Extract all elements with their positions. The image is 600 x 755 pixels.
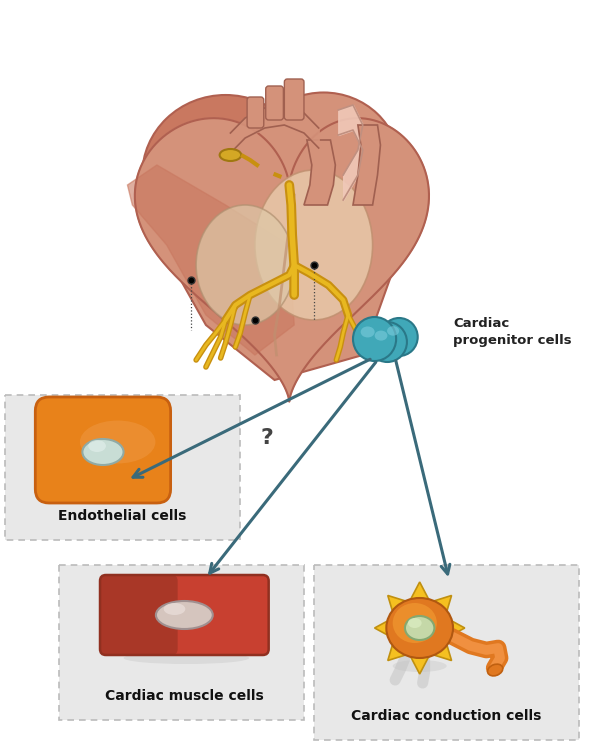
Ellipse shape (156, 601, 213, 629)
Ellipse shape (387, 326, 399, 336)
Ellipse shape (124, 652, 249, 664)
Ellipse shape (248, 93, 400, 238)
Bar (59, 565, 304, 720)
Ellipse shape (88, 440, 106, 452)
Text: Cardiac
progenitor cells: Cardiac progenitor cells (453, 317, 572, 347)
Ellipse shape (361, 326, 374, 337)
Ellipse shape (80, 421, 155, 464)
Bar (5, 395, 240, 540)
Ellipse shape (196, 205, 294, 325)
Bar (5, 395, 240, 540)
Polygon shape (167, 245, 402, 380)
FancyBboxPatch shape (35, 397, 170, 503)
Ellipse shape (220, 149, 241, 161)
Bar (314, 565, 578, 740)
Ellipse shape (408, 618, 422, 628)
Ellipse shape (255, 170, 373, 320)
Ellipse shape (386, 598, 453, 658)
Polygon shape (304, 140, 335, 205)
Text: Cardiac muscle cells: Cardiac muscle cells (105, 689, 264, 703)
Ellipse shape (393, 603, 437, 643)
FancyBboxPatch shape (100, 575, 269, 655)
Ellipse shape (164, 603, 185, 615)
Polygon shape (374, 582, 465, 674)
Ellipse shape (59, 493, 151, 505)
FancyBboxPatch shape (284, 79, 304, 120)
Ellipse shape (353, 317, 396, 361)
Polygon shape (135, 118, 429, 402)
Ellipse shape (142, 95, 309, 255)
Polygon shape (127, 165, 294, 355)
Bar (314, 565, 578, 740)
Polygon shape (353, 125, 380, 205)
Ellipse shape (488, 664, 503, 676)
Text: ?: ? (260, 428, 273, 448)
Ellipse shape (374, 331, 388, 341)
FancyBboxPatch shape (100, 575, 178, 655)
Text: Cardiac conduction cells: Cardiac conduction cells (351, 709, 541, 723)
Bar (59, 565, 304, 720)
FancyBboxPatch shape (247, 97, 264, 128)
Ellipse shape (82, 439, 124, 465)
FancyBboxPatch shape (266, 86, 283, 120)
Ellipse shape (393, 660, 446, 672)
Ellipse shape (380, 318, 418, 356)
Ellipse shape (405, 616, 434, 640)
Text: Endothelial cells: Endothelial cells (58, 509, 187, 523)
Ellipse shape (368, 322, 407, 362)
